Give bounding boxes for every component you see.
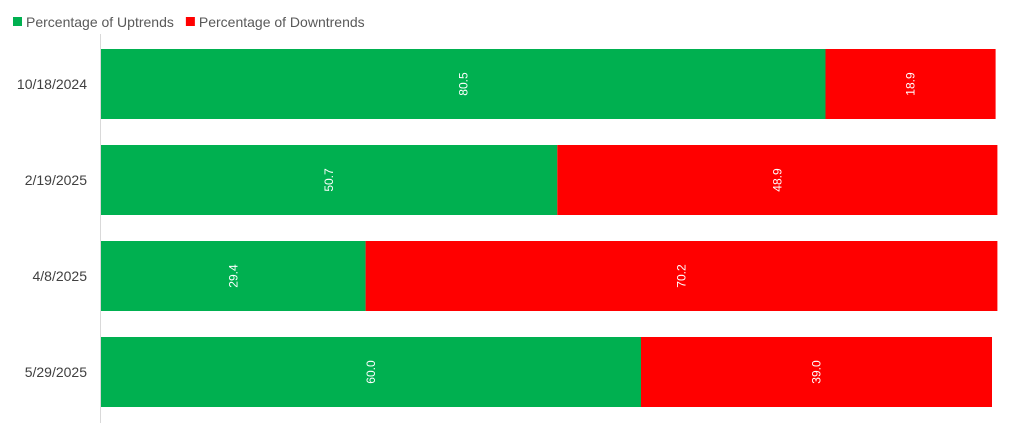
- y-tick-label: 10/18/2024: [17, 76, 87, 92]
- data-label-downtrend: 18.9: [904, 72, 918, 96]
- legend-label-downtrends: Percentage of Downtrends: [199, 14, 365, 30]
- y-tick-label: 4/8/2025: [33, 268, 88, 284]
- legend-swatch-downtrends: [185, 17, 195, 26]
- bar-uptrend: [101, 241, 366, 311]
- y-tick-label: 2/19/2025: [25, 172, 87, 188]
- bar-downtrend: [825, 49, 996, 119]
- data-label-uptrend: 29.4: [226, 264, 240, 288]
- data-label-uptrend: 80.5: [456, 72, 470, 96]
- bar-downtrend: [557, 145, 998, 215]
- data-label-downtrend: 48.9: [770, 168, 784, 192]
- data-label-uptrend: 50.7: [322, 168, 336, 192]
- data-label-downtrend: 70.2: [675, 264, 689, 288]
- legend-swatch-uptrends: [13, 17, 22, 26]
- bar-downtrend: [641, 337, 992, 407]
- y-tick-label: 5/29/2025: [25, 364, 87, 380]
- bar-downtrend: [365, 241, 998, 311]
- bar-uptrend: [101, 49, 826, 119]
- data-label-uptrend: 60.0: [364, 360, 378, 384]
- data-label-downtrend: 39.0: [810, 360, 824, 384]
- bar-uptrend: [101, 337, 641, 407]
- bar-uptrend: [101, 145, 558, 215]
- legend-label-uptrends: Percentage of Uptrends: [26, 14, 174, 30]
